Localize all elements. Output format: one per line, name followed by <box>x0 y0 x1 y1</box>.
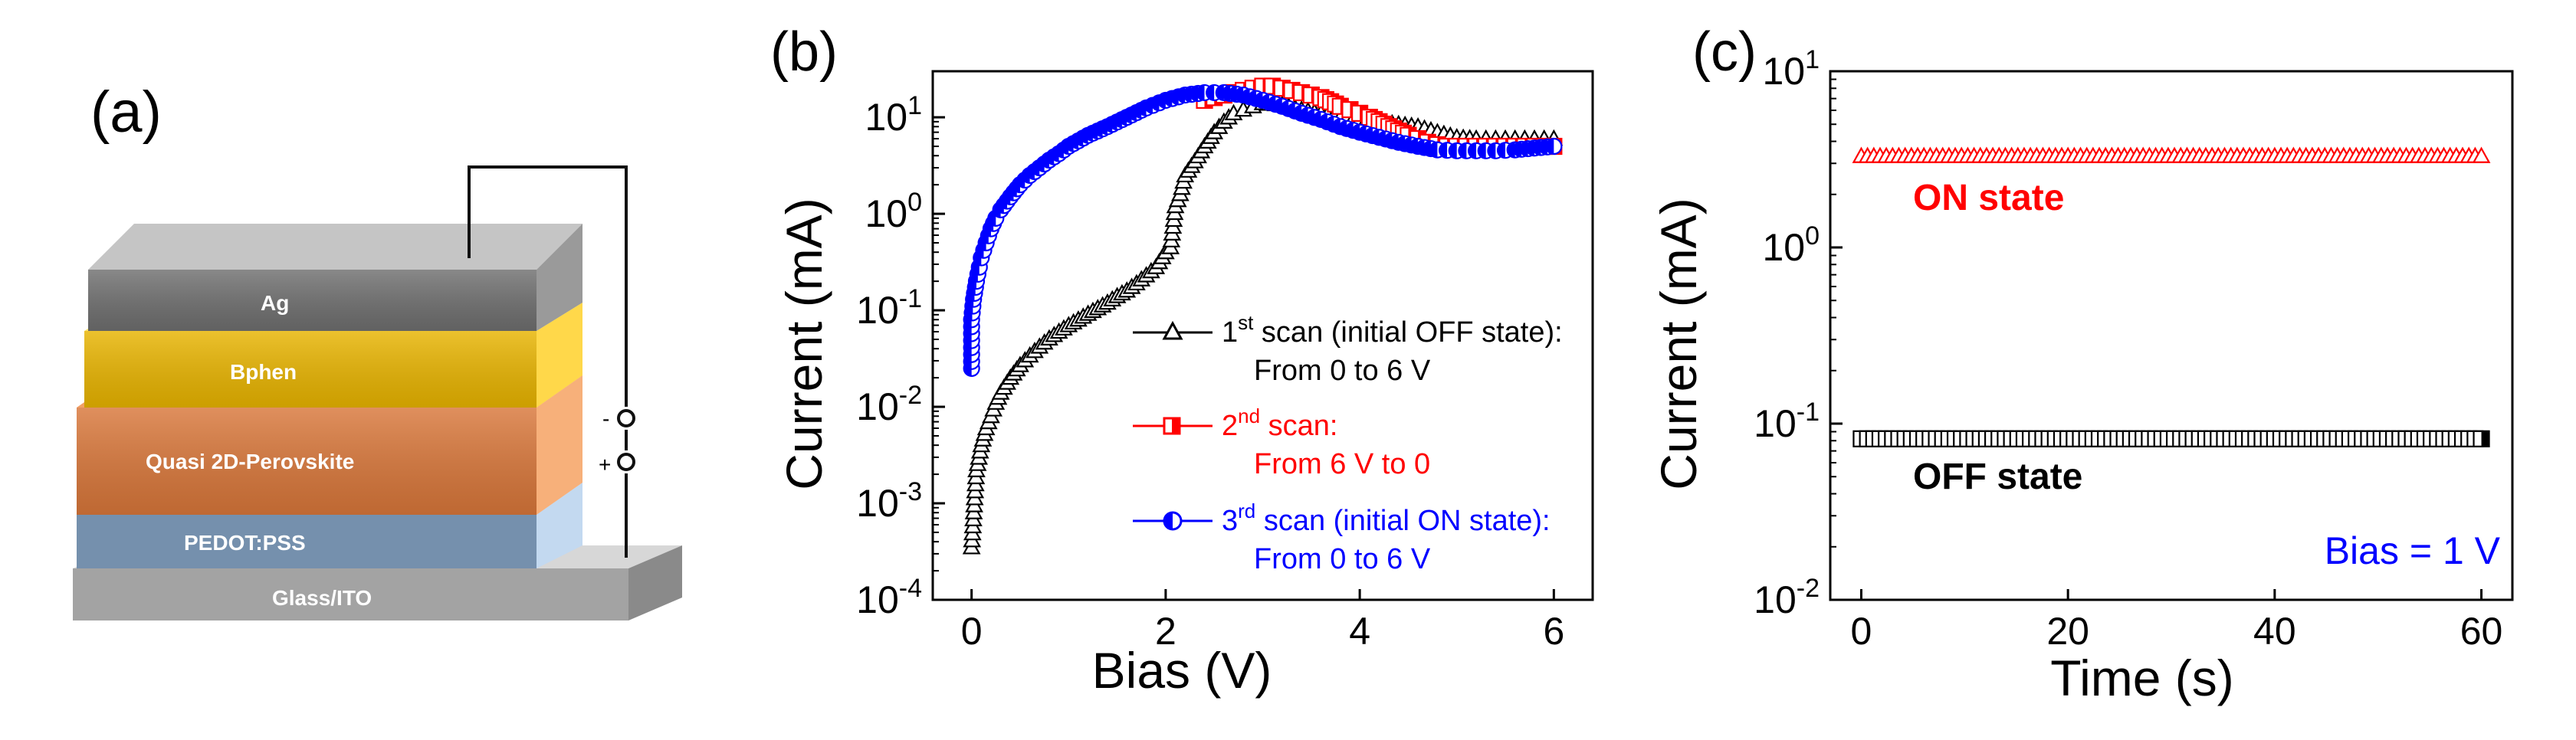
panel-b-label: (b) <box>770 21 838 83</box>
legend-scan-1-line2: From 0 to 6 V <box>1254 355 1431 387</box>
layer-label-ag: Ag <box>261 291 289 315</box>
layer-label-glass-ito: Glass/ITO <box>272 586 372 610</box>
panel-b-y-axis-label: Current (mA) <box>776 198 832 490</box>
panel-c-axes-frame <box>1829 70 2514 601</box>
panel-c-series-2-point <box>2473 430 2490 447</box>
panel-c-series-1-point <box>2472 146 2491 163</box>
panel-c-x-axis-label: Time (s) <box>2050 650 2234 706</box>
panel-c-y-tick-label: 101 <box>1762 45 1820 93</box>
panel-b-plot-area <box>962 77 1564 555</box>
legend-scan-3-line2: From 0 to 6 V <box>1254 543 1431 575</box>
panel-c-x-tick-label: 20 <box>2046 610 2089 653</box>
annotation-bias: Bias = 1 V <box>2325 529 2501 572</box>
panel-c-x-tick-label: 60 <box>2460 610 2503 653</box>
legend-scan-1-line1: 1st scan (initial OFF state): <box>1222 311 1563 349</box>
terminal-plus-label: + <box>599 453 611 476</box>
annotation-off-state: OFF state <box>1913 457 2082 497</box>
terminal-minus-icon <box>617 409 635 427</box>
panel-b-y-tick-label: 10-2 <box>856 381 922 428</box>
legend-entry-scan-3: 3rd scan (initial ON state): From 0 to 6… <box>1133 499 1551 575</box>
legend-scan-2-line1: 2nd scan: <box>1222 404 1337 442</box>
panel-a-label: (a) <box>90 80 162 145</box>
panel-b-ticks: 0 2 4 6 10-4 10-3 10-2 10-1 100 101 <box>856 91 1564 653</box>
panel-b-x-axis-label: Bias (V) <box>1092 642 1272 699</box>
panel-b-x-tick-label: 4 <box>1349 610 1370 653</box>
panel-c-retention-chart: (c) Current (mA) Time (s) 0 20 40 60 10-2 10-… <box>1650 21 2514 706</box>
panel-c-label: (c) <box>1692 21 1757 83</box>
legend-entry-scan-1: 1st scan (initial OFF state): From 0 to … <box>1133 311 1563 387</box>
panel-c-ticks: 0 20 40 60 10-2 10-1 100 101 <box>1754 45 2502 653</box>
terminal-plus-icon <box>617 453 635 471</box>
panel-b-legend: 1st scan (initial OFF state): From 0 to … <box>1133 311 1563 575</box>
panel-c-series-1 <box>1852 146 2491 163</box>
panel-b-iv-chart: (b) Current (mA) Bias (V) 0 2 4 6 10-4 10-3 10… <box>770 21 1594 699</box>
legend-entry-scan-2: 2nd scan: From 6 V to 0 <box>1133 404 1430 480</box>
layer-ag: Ag <box>88 224 582 331</box>
circuit-wires <box>468 165 628 558</box>
panel-c-y-axis-label: Current (mA) <box>1650 198 1707 490</box>
panel-b-y-tick-label: 100 <box>865 188 922 235</box>
panel-c-y-tick-label: 100 <box>1762 221 1820 269</box>
panel-c-y-tick-label: 10-1 <box>1754 398 1820 445</box>
panel-c-plot-area <box>1852 146 2491 447</box>
annotation-on-state: ON state <box>1913 178 2064 218</box>
legend-scan-3-line1: 3rd scan (initial ON state): <box>1222 499 1551 537</box>
layer-label-perovskite: Quasi 2D-Perovskite <box>146 450 354 473</box>
panel-b-y-tick-label: 10-4 <box>856 574 922 621</box>
panel-c-y-tick-label: 10-2 <box>1754 574 1820 621</box>
layer-label-bphen: Bphen <box>230 360 297 384</box>
panel-b-x-tick-label: 6 <box>1543 610 1564 653</box>
panel-b-x-tick-label: 0 <box>961 610 983 653</box>
panel-b-y-tick-label: 10-3 <box>856 477 922 525</box>
layer-label-pedot-pss: PEDOT:PSS <box>184 531 306 555</box>
panel-c-x-tick-label: 40 <box>2253 610 2296 653</box>
panel-b-series-3 <box>963 83 1563 378</box>
panel-a-device-schematic: (a) Glass/ITO PEDOT:PSS Quasi 2D-Perovsk… <box>73 80 682 620</box>
panel-c-x-tick-label: 0 <box>1851 610 1872 653</box>
panel-c-series-2 <box>1852 430 2490 447</box>
panel-b-y-tick-label: 10-1 <box>856 284 922 332</box>
panel-b-x-tick-label: 2 <box>1155 610 1176 653</box>
legend-scan-2-line2: From 6 V to 0 <box>1254 448 1430 480</box>
panel-b-y-tick-label: 101 <box>865 91 922 139</box>
panel-b-series-3-point <box>1545 137 1563 156</box>
terminal-minus-label: - <box>602 407 609 431</box>
panel-b-axes-frame <box>931 70 1594 601</box>
